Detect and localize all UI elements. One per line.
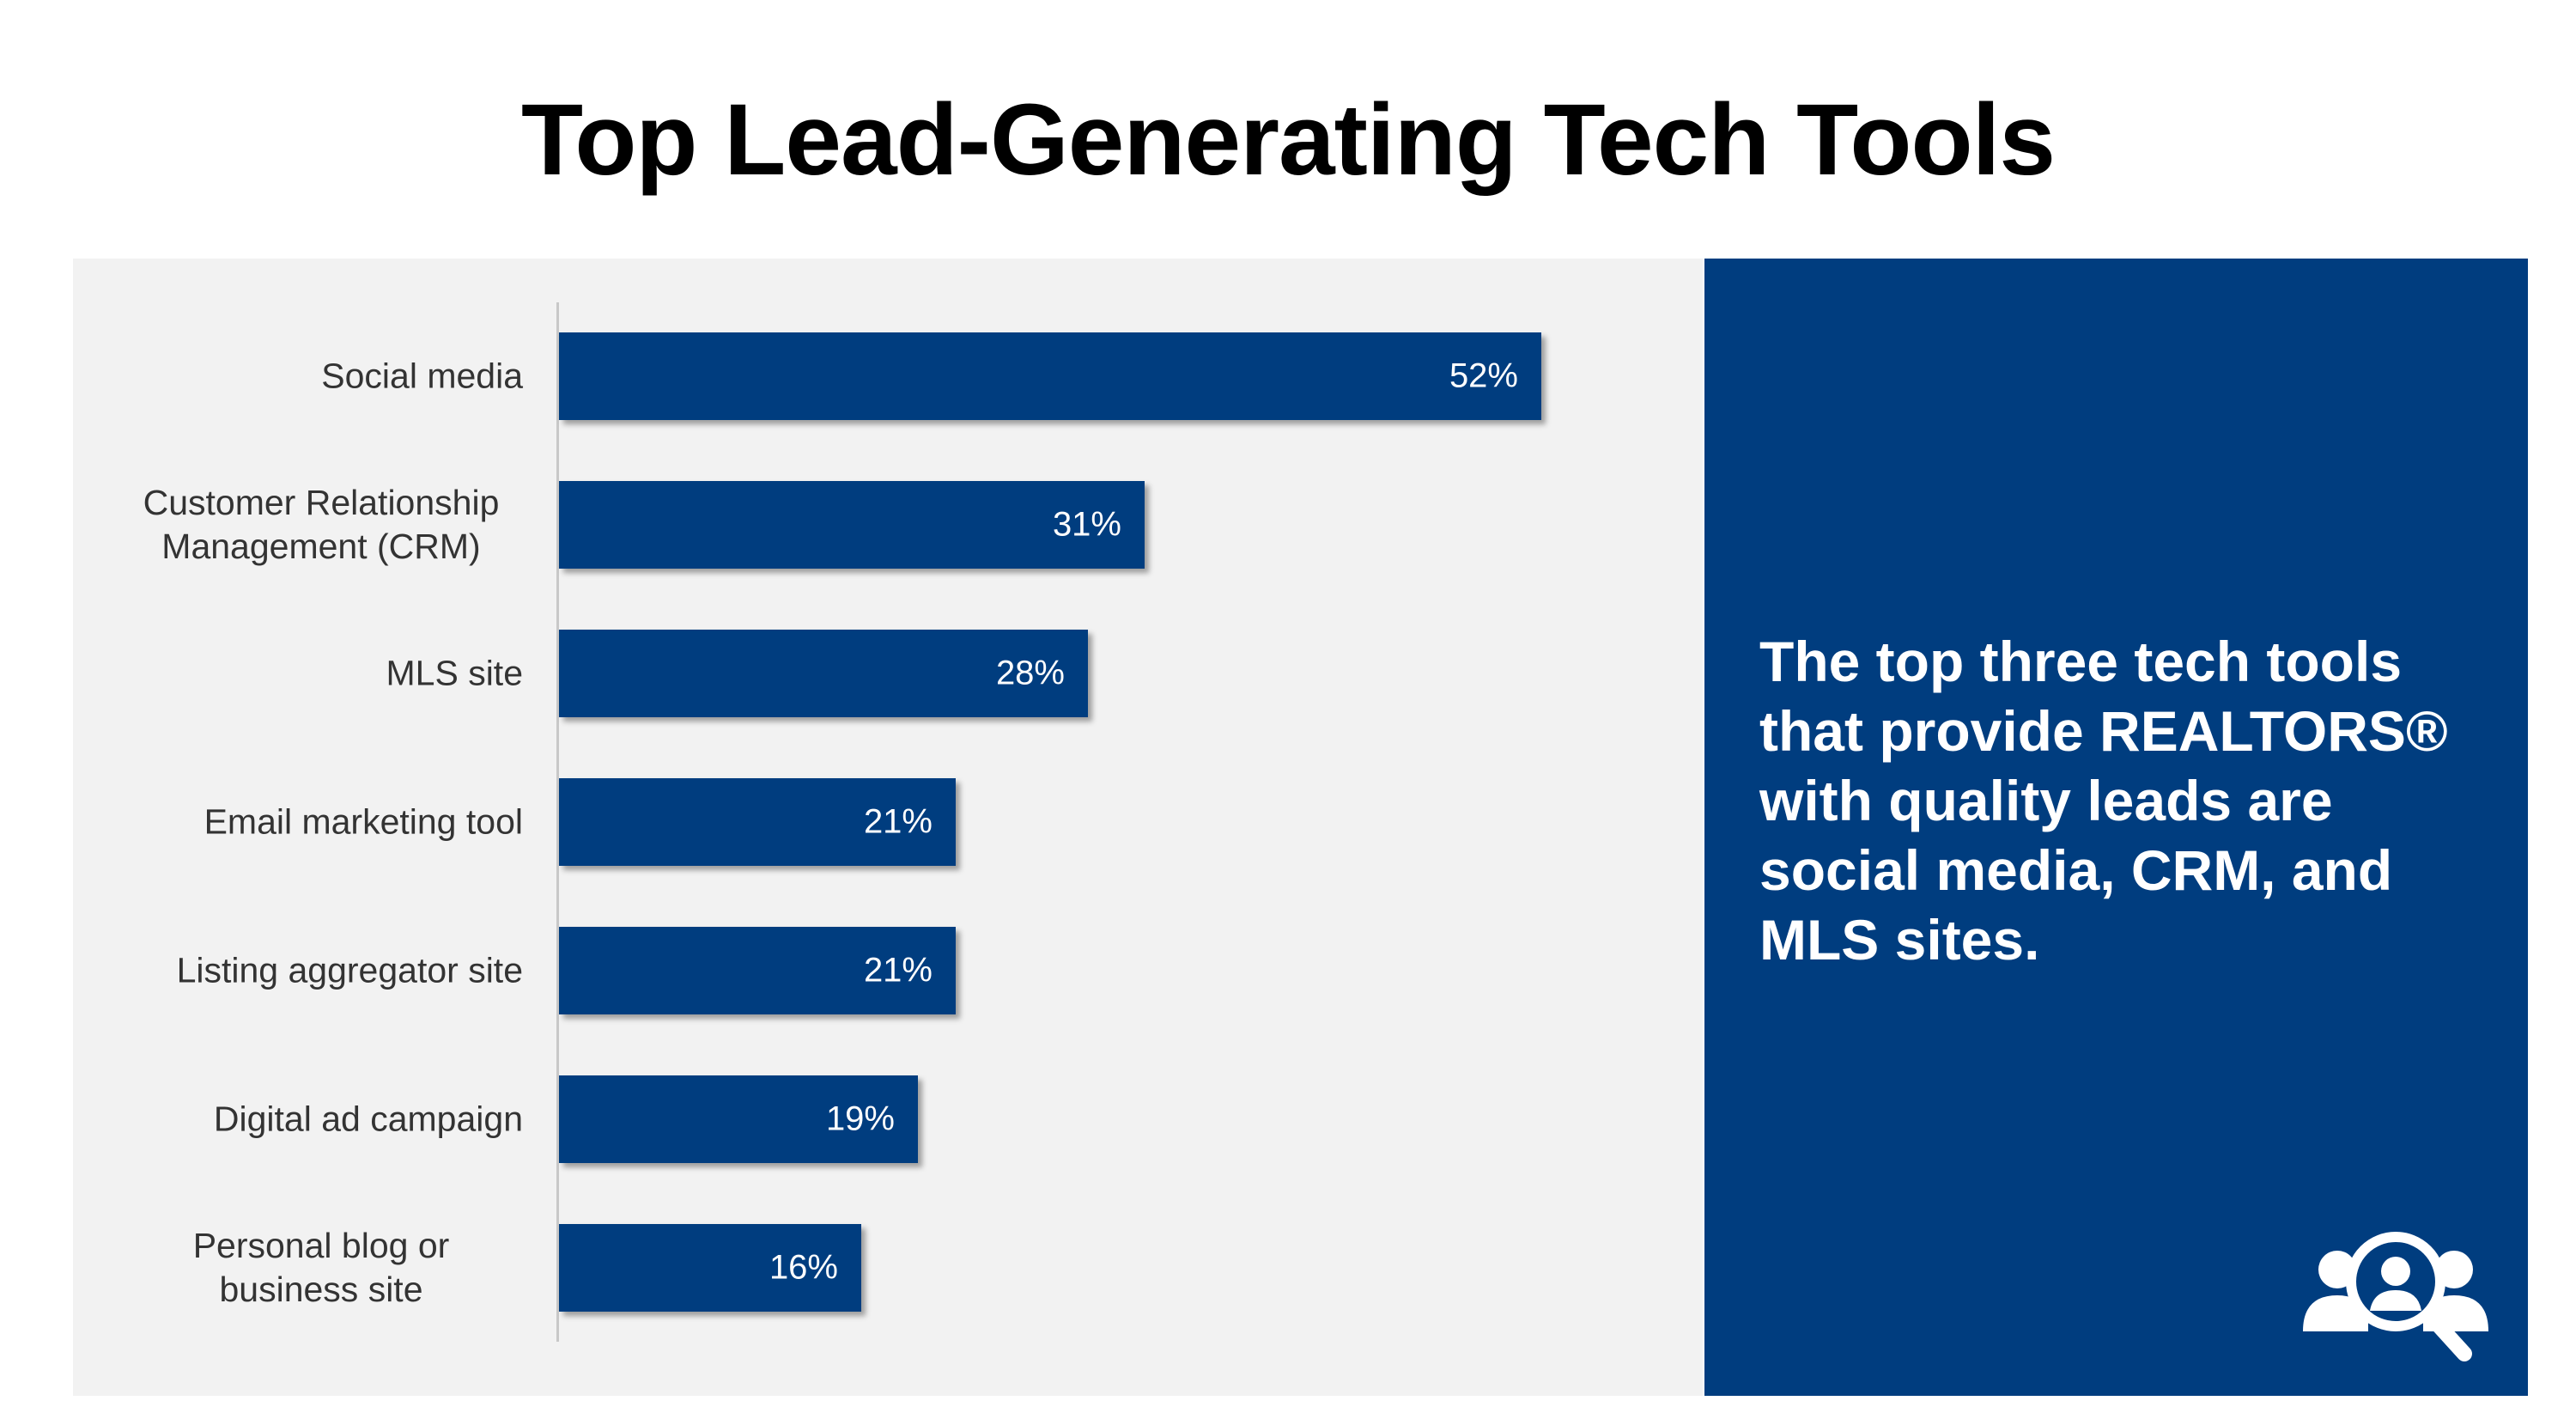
value-label: 16% <box>769 1248 838 1287</box>
category-label: Customer Relationship Management (CRM) <box>143 483 500 566</box>
bar <box>559 481 1145 569</box>
value-label: 21% <box>863 802 933 841</box>
value-label: 28% <box>995 654 1065 692</box>
category-label: Email marketing tool <box>204 801 523 842</box>
value-label: 19% <box>825 1099 895 1138</box>
note-panel <box>1704 259 2528 1396</box>
category-label: Personal blog or business site <box>192 1226 450 1309</box>
axis-line <box>556 302 559 1342</box>
chart-title: Top Lead-Generating Tech Tools <box>521 83 2056 197</box>
bar <box>559 927 956 1014</box>
bar <box>559 332 1541 420</box>
bar <box>559 630 1088 717</box>
category-label: MLS site <box>386 653 524 693</box>
bar <box>559 778 956 866</box>
category-label: Digital ad campaign <box>213 1099 523 1139</box>
category-label: Listing aggregator site <box>176 950 523 990</box>
bar <box>559 1075 918 1163</box>
value-label: 31% <box>1052 505 1121 544</box>
bar <box>559 1224 861 1312</box>
value-label: 52% <box>1449 356 1518 395</box>
icon <box>2303 1232 2488 1361</box>
annotation: The top three tech tools that provide RE… <box>1759 630 2448 971</box>
category-label: Social media <box>321 356 523 396</box>
value-label: 21% <box>863 951 933 990</box>
